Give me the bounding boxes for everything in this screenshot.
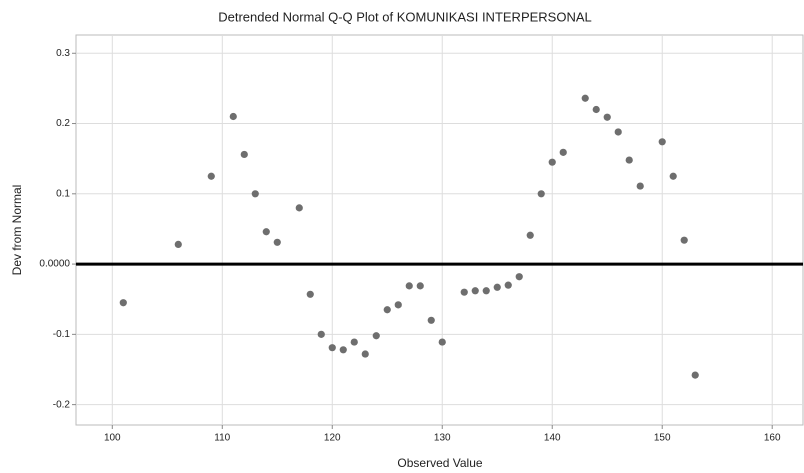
point: [350, 338, 358, 346]
point: [559, 148, 567, 156]
point: [229, 112, 237, 121]
point: [669, 172, 677, 180]
y-tick-label: 0.3: [56, 48, 70, 59]
point: [295, 204, 303, 212]
x-tick-label: 140: [544, 433, 561, 444]
y-tick-label: 0.1: [56, 188, 70, 199]
point: [625, 156, 633, 164]
x-tick-label: 160: [764, 433, 781, 444]
y-tick-label: -0.2: [53, 399, 71, 410]
plot-frame: [75, 34, 804, 426]
point: [361, 350, 369, 358]
point: [614, 128, 622, 136]
point: [482, 287, 490, 295]
point: [636, 182, 644, 190]
point: [405, 282, 413, 290]
point: [394, 301, 402, 309]
point: [383, 306, 391, 314]
point: [603, 113, 611, 121]
y-tick-label: -0.1: [53, 329, 71, 340]
point: [581, 94, 589, 102]
point: [526, 231, 534, 239]
x-tick-label: 120: [324, 433, 341, 444]
point: [317, 330, 325, 338]
point: [691, 371, 699, 379]
y-tick-label: 0.0000: [39, 259, 70, 270]
point: [251, 190, 259, 198]
point: [328, 344, 336, 352]
point: [504, 281, 512, 289]
y-axis-title: Dev from Normal: [10, 185, 24, 276]
point: [207, 172, 215, 180]
x-tick-label: 100: [104, 433, 121, 444]
y-tick-label: 0.2: [56, 118, 70, 129]
point: [658, 138, 666, 146]
x-axis-title: Observed Value: [397, 456, 482, 470]
point: [174, 240, 182, 249]
point: [548, 158, 556, 166]
point: [273, 238, 281, 246]
point: [471, 287, 479, 295]
point: [438, 338, 446, 346]
point: [339, 346, 347, 354]
point: [262, 228, 270, 236]
x-tick-label: 110: [214, 433, 230, 444]
x-tick-label: 150: [654, 433, 671, 444]
point: [592, 105, 600, 114]
point: [460, 288, 468, 296]
point: [515, 273, 523, 281]
point: [493, 283, 501, 291]
point: [306, 290, 314, 298]
x-tick-label: 130: [434, 433, 451, 444]
point: [119, 299, 127, 307]
point: [680, 236, 688, 244]
point: [427, 316, 435, 324]
point: [416, 282, 424, 290]
point: [537, 190, 545, 198]
chart-title: Detrended Normal Q-Q Plot of KOMUNIKASI …: [218, 9, 592, 24]
point: [372, 332, 380, 340]
point: [240, 150, 248, 159]
